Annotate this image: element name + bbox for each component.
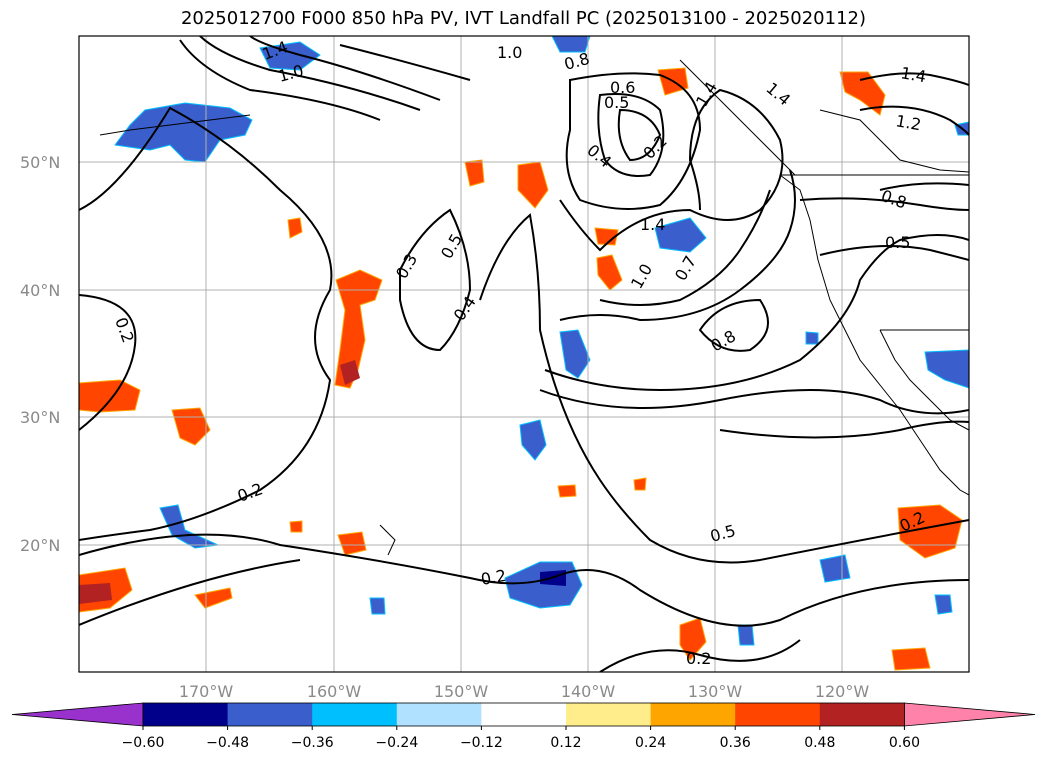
colorbar: −0.60 −0.48 −0.36 −0.24 −0.12 0.12 0.24 0.36 0.4… (11, 702, 1036, 751)
colorbar-tick-label: 0.36 (720, 735, 751, 751)
colorbar-segment (143, 703, 229, 726)
gridlines (79, 36, 969, 672)
lat-label: 50°N (20, 153, 60, 172)
colorbar-tick-label: −0.36 (291, 735, 334, 751)
positive-anomaly-shading (79, 67, 963, 671)
contour-label: 0.6 (610, 78, 635, 97)
colorbar-tick-label: −0.48 (206, 735, 249, 751)
colorbar-segment (566, 703, 652, 726)
colorbar-border (142, 702, 905, 727)
lat-label: 20°N (20, 536, 60, 555)
contour-label: 0.5 (885, 233, 910, 252)
colorbar-segment (312, 703, 398, 726)
colorbar-tick-label: 0.60 (889, 735, 920, 751)
colorbar-tick-label: −0.12 (460, 735, 503, 751)
longitude-labels: 170°W 160°W 150°W 140°W 130°W 120°W (179, 682, 870, 701)
lon-label: 150°W (434, 682, 489, 701)
map-border (78, 35, 970, 673)
contour-label: 0.2 (686, 649, 711, 668)
colorbar-segment (227, 703, 313, 726)
colorbar-tick-label: 0.12 (550, 735, 581, 751)
contour-label: 1.0 (497, 43, 522, 62)
latitude-labels: 50°N 40°N 30°N 20°N (20, 153, 60, 555)
colorbar-segment (650, 703, 736, 726)
lon-label: 140°W (561, 682, 616, 701)
contour-label: 0.2 (479, 566, 507, 589)
colorbar-extend-low (11, 702, 144, 727)
contour-label: 1.4 (640, 215, 665, 234)
contour-label: 0.5 (604, 93, 629, 112)
lat-label: 30°N (20, 408, 60, 427)
lon-label: 170°W (179, 682, 234, 701)
colorbar-tick-label: −0.60 (122, 735, 165, 751)
lat-label: 40°N (20, 281, 60, 300)
lon-label: 160°W (307, 682, 362, 701)
colorbar-tick-label: 0.48 (804, 735, 835, 751)
lon-label: 120°W (815, 682, 870, 701)
colorbar-tick-label: 0.24 (635, 735, 666, 751)
map-title: 2025012700 F000 850 hPa PV, IVT Landfall… (180, 8, 867, 29)
colorbar-segment (396, 703, 482, 726)
contour-label: 1.2 (894, 111, 922, 134)
colorbar-segment (819, 703, 905, 726)
contour-label: 1.4 (899, 63, 927, 86)
colorbar-segment (735, 703, 821, 726)
map-background (79, 36, 969, 672)
colorbar-segment (481, 703, 567, 726)
pv-contours (79, 36, 969, 672)
lon-label: 130°W (688, 682, 743, 701)
colorbar-tick-label: −0.24 (375, 735, 418, 751)
colorbar-extend-high (904, 702, 1036, 727)
